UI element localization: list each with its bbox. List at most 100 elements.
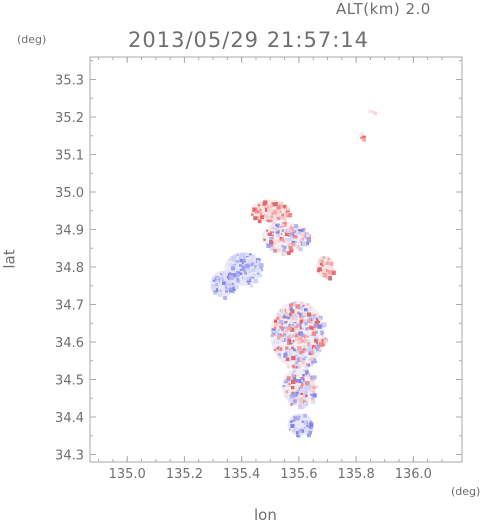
echo-cell [267,217,272,222]
echo-cell [243,262,246,266]
echo-cell [267,232,271,236]
echo-cell [301,238,304,241]
axis-layer: 34.3 34.4 34.5 34.6 34.7 34.8 34.9 35.0 35.1 35.2… [55,56,463,482]
echo-cell [276,341,279,345]
echo-cell [270,216,275,220]
echo-cell [295,304,300,309]
echo-cell [245,262,248,264]
echo-cell [276,316,280,320]
echo-cell [290,327,295,332]
chart-title-timestamp: 2013/05/29 21:57:14 [128,28,370,52]
echo-cell [223,296,227,300]
echo-cell [305,366,309,369]
echo-cell [312,325,317,329]
echo-cell [274,227,279,232]
echo-cell [222,271,226,275]
echo-cell [229,287,233,291]
echo-cell [323,337,328,343]
echo-cell [314,338,319,343]
echo-cell [282,204,287,209]
echo-cell [283,359,286,362]
echo-cell [284,379,287,382]
echo-cell [284,312,289,316]
echo-cell [288,428,291,431]
echo-cell [270,243,274,247]
echo-cell [305,340,311,345]
echo-cell [309,306,312,310]
echo-cell [296,431,299,434]
echo-cell [298,397,304,402]
echo-cell [278,202,283,207]
echo-cell [302,304,305,307]
echo-cell [294,363,297,366]
echo-cell [291,301,297,307]
echo-cell [322,335,325,338]
echo-cell [286,229,291,234]
echo-cell [274,202,278,206]
echo-cell [269,240,274,245]
echo-cell [301,242,306,247]
echo-cell [314,321,319,325]
echo-cell [288,234,291,237]
echo-cell [300,392,303,395]
echo-cell [294,381,297,384]
echo-cell [232,290,235,294]
echo-cell [271,330,274,333]
echo-cell [284,224,287,227]
echo-cell [257,264,260,267]
echo-cell [255,207,260,212]
echo-cell [260,212,263,215]
echo-cell [298,429,303,433]
echo-cell [243,269,248,273]
echo-cell [288,303,293,308]
echo-cell [282,249,286,253]
echo-cell [306,334,309,336]
echo-cell [246,270,249,272]
echo-cell [300,302,303,305]
echo-cell [293,234,297,239]
echo-cell [288,312,292,316]
echo-cell [276,347,279,350]
echo-cell [314,360,317,363]
echo-cell [311,320,315,324]
echo-cell [291,385,295,390]
echo-cell [288,213,293,218]
echo-cell [312,316,316,321]
echo-cell [296,364,301,369]
echo-cell [291,403,294,406]
echo-cell [269,236,273,241]
echo-cell [289,394,294,399]
echo-cell [325,276,329,280]
echo-cell [300,354,305,359]
echo-cell [275,212,280,217]
echo-cell [300,309,302,311]
echo-cell [291,240,296,245]
echo-region [287,413,314,438]
echo-cell [288,340,293,345]
echo-cell [281,213,285,217]
echo-cell [303,413,307,418]
echo-cell [297,232,300,235]
echo-cell [249,268,253,272]
echo-cell [225,290,228,293]
echo-cell [311,398,316,403]
echo-cell [283,314,288,319]
echo-cell [310,378,315,382]
echo-cell [306,381,308,384]
echo-cell [248,259,253,264]
echo-cell [279,356,282,359]
echo-cell [268,204,273,209]
echo-cell [228,263,233,267]
echo-cell [297,311,300,315]
echo-cell [322,322,327,327]
echo-cell [281,229,285,232]
echo-cell [285,351,288,355]
echo-cell [256,259,260,263]
echo-cell [290,321,293,324]
echo-cell [291,391,294,394]
echo-cell [257,261,261,265]
echo-cell [277,239,281,243]
echo-cell [280,337,284,342]
echo-cell [292,430,295,433]
echo-cell [256,216,259,220]
